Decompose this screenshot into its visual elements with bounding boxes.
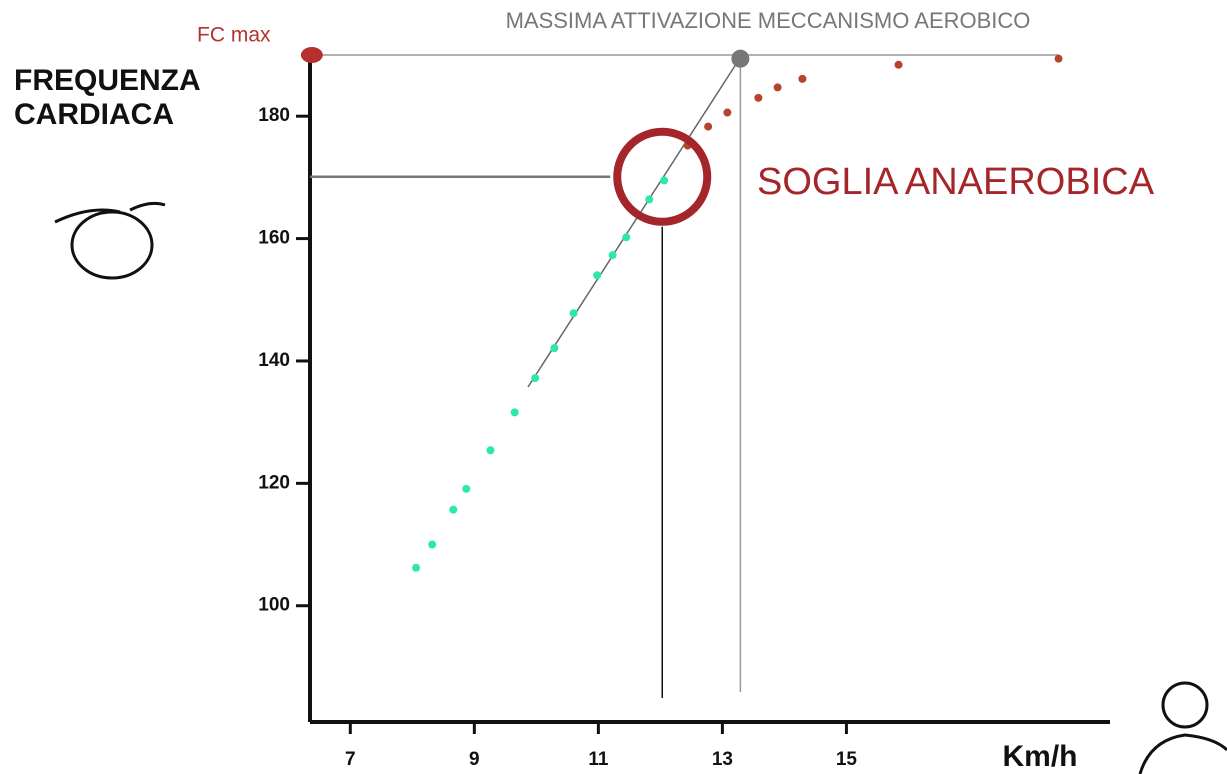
chart: FREQUENZA CARDIACA 100 120 140 160 180 7 9 11 13… — [0, 0, 1227, 774]
data-point — [593, 271, 601, 279]
data-point — [550, 344, 558, 352]
fc-max-label: FC max — [197, 24, 271, 47]
fc-max-marker — [301, 47, 323, 63]
x-tick-label: 13 — [712, 749, 733, 770]
data-point — [895, 61, 903, 69]
data-point — [660, 176, 668, 184]
runner-sketch — [1140, 683, 1227, 774]
heart-sketch — [55, 203, 165, 278]
data-point — [723, 109, 731, 117]
data-point — [622, 233, 630, 241]
threshold-label: SOGLIA ANAEROBICA — [757, 161, 1155, 203]
y-tick-label: 160 — [258, 228, 290, 249]
y-axis-label: FREQUENZA CARDIACA — [14, 64, 208, 131]
data-point — [412, 564, 420, 572]
x-tick-label: 7 — [345, 749, 356, 770]
data-point — [462, 485, 470, 493]
data-point — [774, 83, 782, 91]
data-point — [1055, 55, 1063, 63]
data-point — [449, 506, 457, 514]
data-point — [754, 94, 762, 102]
y-tick-label: 140 — [258, 350, 290, 371]
trend-line — [528, 58, 740, 387]
x-axis-label: Km/h — [1003, 740, 1078, 773]
max-aerobic-marker — [731, 50, 749, 68]
data-point — [798, 75, 806, 83]
data-point — [511, 408, 519, 416]
threshold-circle — [617, 132, 707, 222]
y-tick-label: 100 — [258, 595, 290, 616]
data-point — [486, 446, 494, 454]
data-point — [645, 195, 653, 203]
x-tick-label: 9 — [469, 749, 480, 770]
x-tick-label: 11 — [588, 749, 609, 770]
x-tick-label: 15 — [836, 749, 858, 770]
max-aerobic-label: MASSIMA ATTIVAZIONE MECCANISMO AEROBICO — [506, 8, 1031, 33]
data-point — [704, 123, 712, 131]
data-point — [428, 541, 436, 549]
data-point — [570, 309, 578, 317]
y-tick-label: 120 — [258, 472, 290, 493]
data-point — [609, 251, 617, 259]
y-tick-label: 180 — [258, 105, 290, 126]
data-point — [531, 374, 539, 382]
